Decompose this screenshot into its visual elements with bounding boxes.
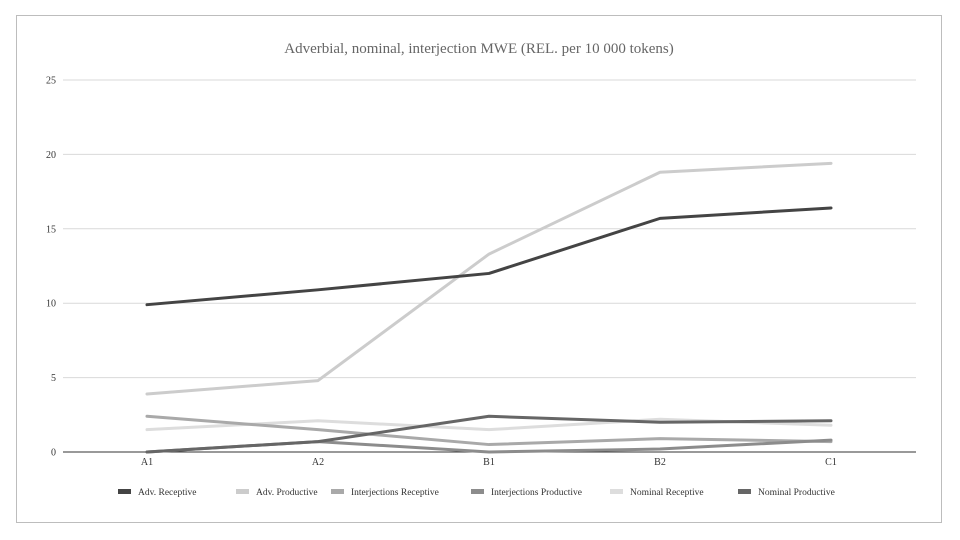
legend: Adv. Receptive Adv. Productive Interjectio… [118, 488, 835, 498]
legend-swatch-nominal-receptive [610, 489, 623, 494]
gridlines [63, 79, 916, 379]
series-lines [145, 161, 833, 454]
y-tick-label-20: 20 [46, 150, 56, 161]
x-tick-label-c1: C1 [825, 457, 837, 468]
legend-label-adv-productive: Adv. Productive [256, 488, 318, 498]
y-tick-label-5: 5 [51, 373, 56, 384]
y-tick-label-0: 0 [51, 448, 56, 459]
series-line-adv-receptive [145, 206, 833, 307]
legend-label-nominal-productive: Nominal Productive [758, 488, 835, 498]
legend-swatch-adv-receptive [118, 489, 131, 494]
legend-label-interjections-receptive: Interjections Receptive [351, 488, 439, 498]
legend-label-interjections-productive: Interjections Productive [491, 488, 582, 498]
x-axis: A1 A2 B1 B2 C1 [63, 451, 916, 468]
chart-frame [16, 15, 942, 523]
y-tick-label-10: 10 [46, 299, 56, 310]
y-tick-label-25: 25 [46, 76, 56, 87]
x-tick-label-a2: A2 [312, 457, 324, 468]
legend-swatch-nominal-productive [738, 489, 751, 494]
y-tick-label-15: 15 [46, 224, 56, 235]
series-line-adv-productive [145, 161, 833, 396]
legend-swatch-interjections-receptive [331, 489, 344, 494]
chart-title: Adverbial, nominal, interjection MWE (RE… [284, 41, 674, 57]
legend-swatch-adv-productive [236, 489, 249, 494]
y-axis-ticks: 0 5 10 15 20 25 [46, 76, 56, 459]
x-tick-label-a1: A1 [141, 457, 153, 468]
legend-label-adv-receptive: Adv. Receptive [138, 488, 196, 498]
legend-swatch-interjections-productive [471, 489, 484, 494]
x-tick-label-b2: B2 [654, 457, 666, 468]
legend-label-nominal-receptive: Nominal Receptive [630, 488, 704, 498]
x-tick-label-b1: B1 [483, 457, 495, 468]
